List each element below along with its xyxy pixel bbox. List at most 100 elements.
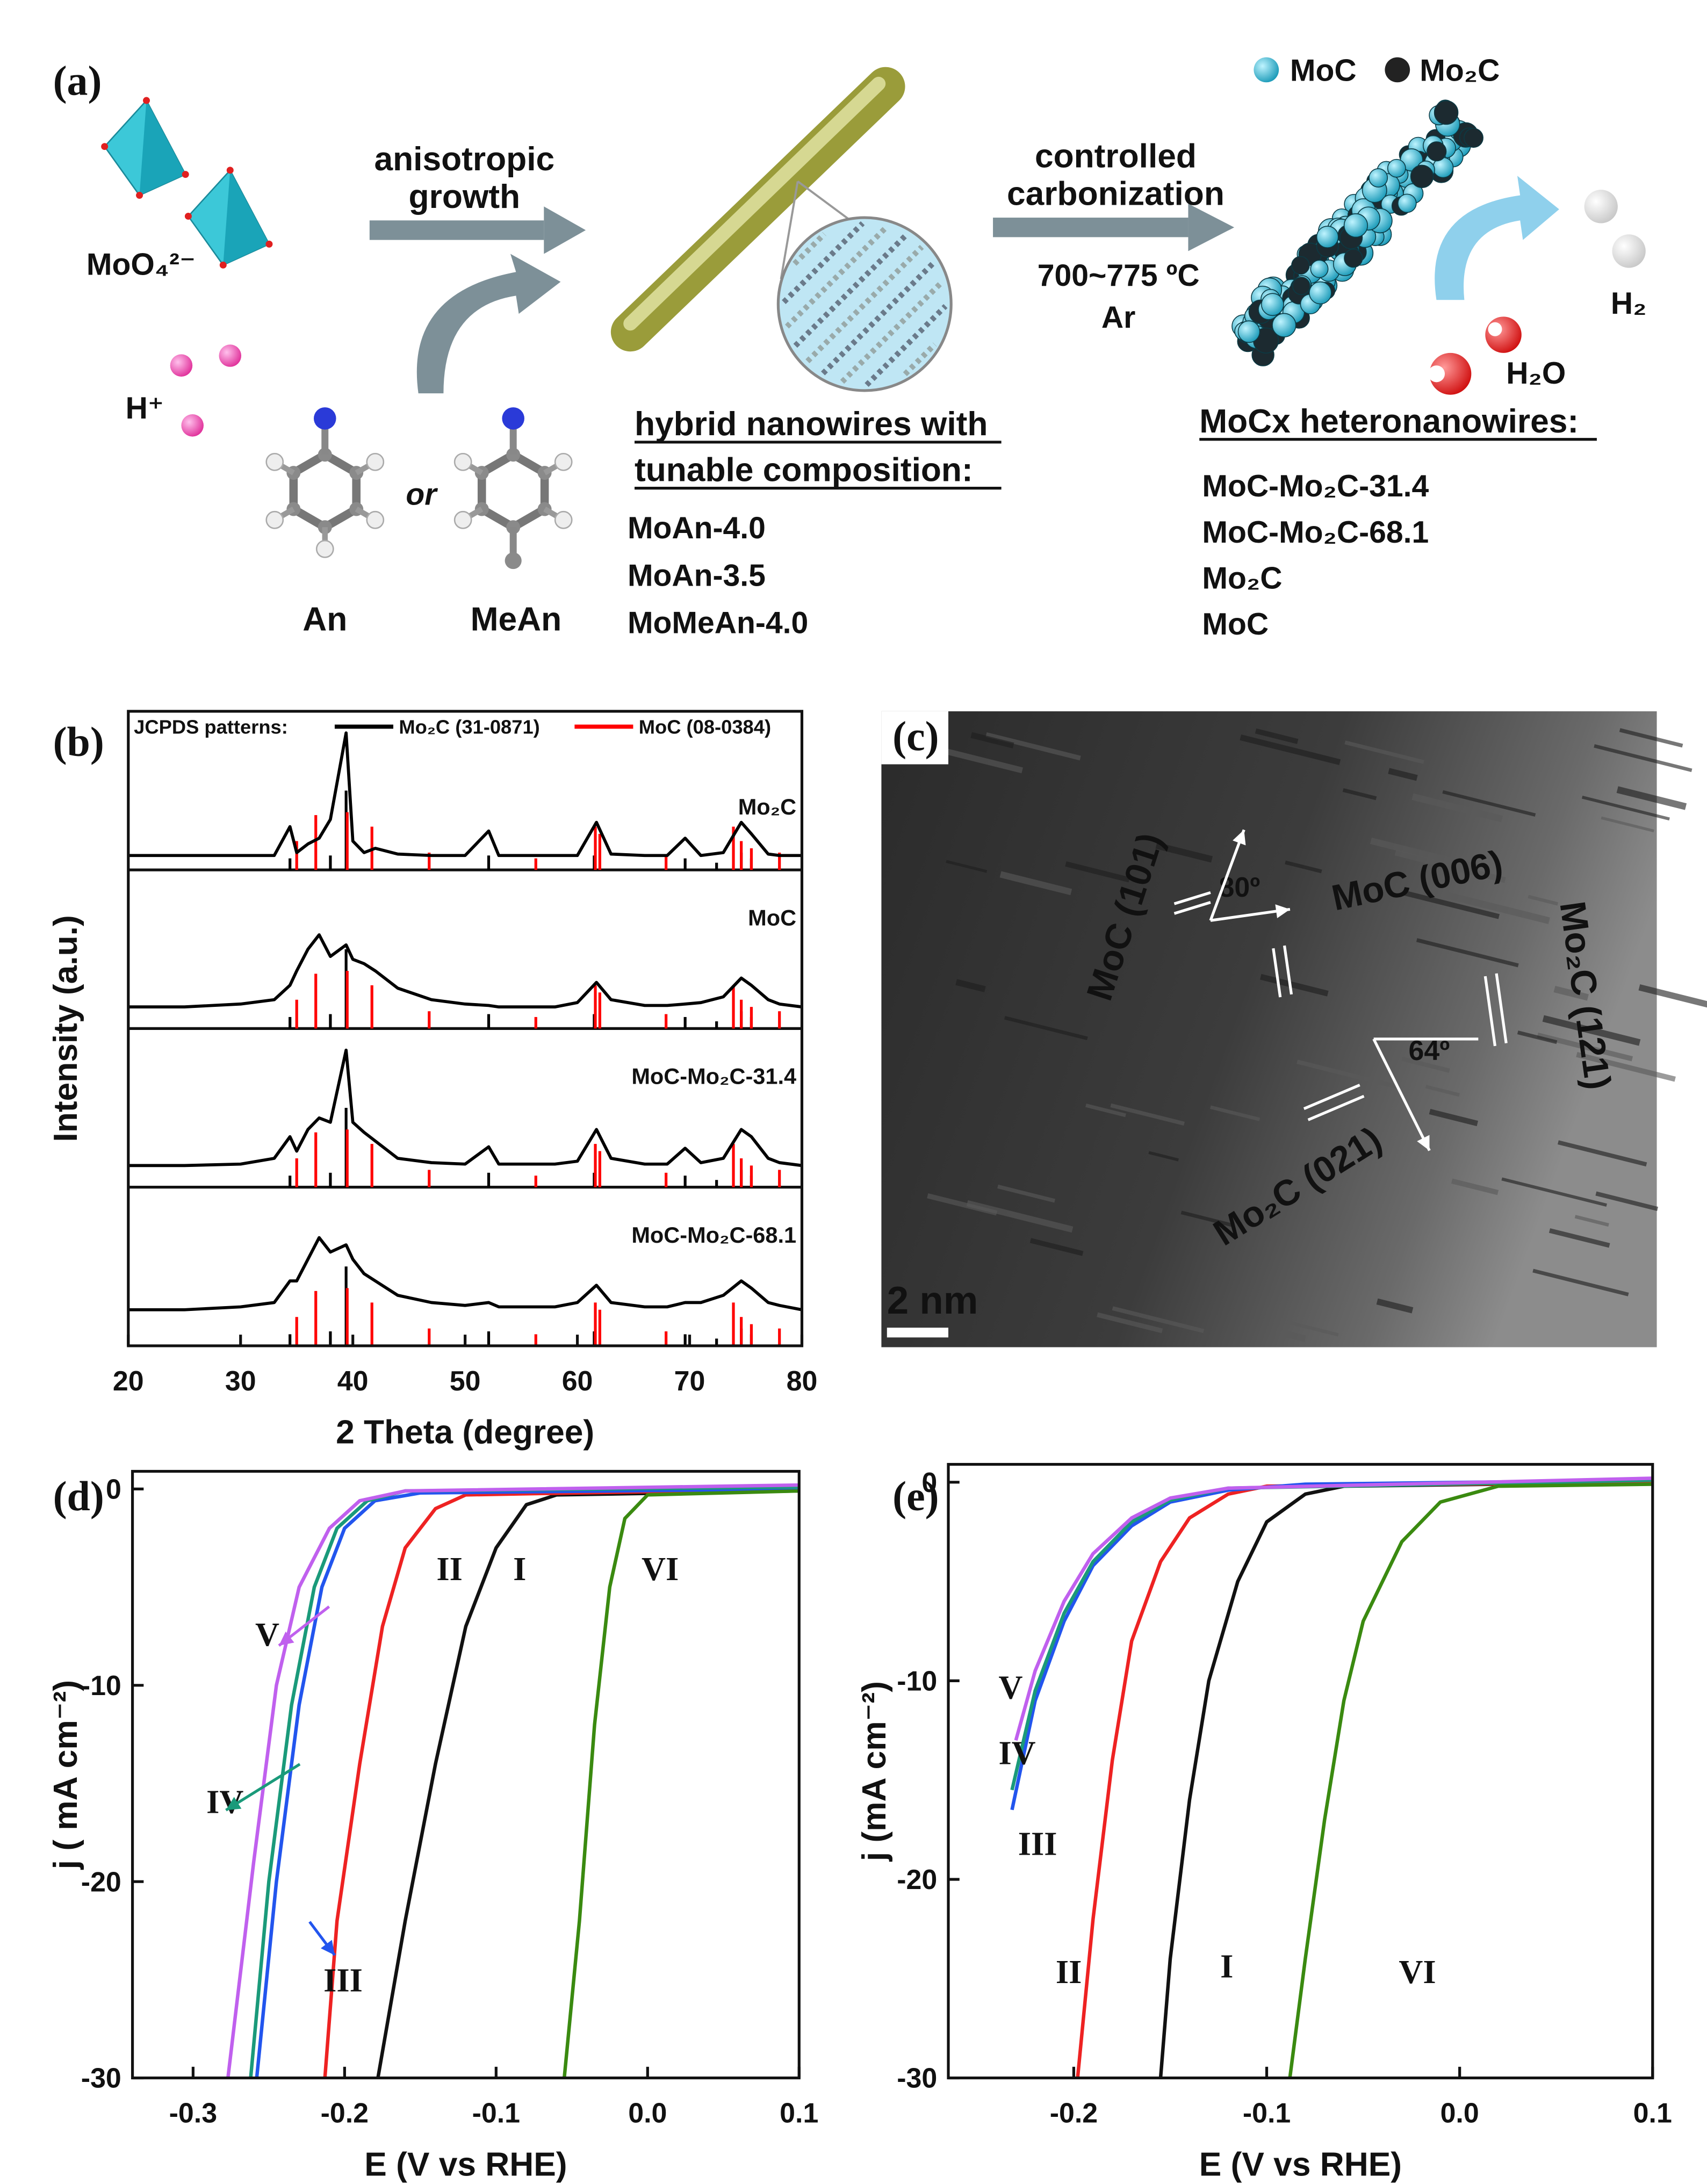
lattice-fringe <box>1297 1059 1400 1090</box>
process-arrow <box>369 220 544 240</box>
y-tick-label: -20 <box>897 1864 937 1895</box>
direction-line <box>1209 829 1245 921</box>
direction-head <box>1233 830 1246 846</box>
scale-bar-label: 2 nm <box>887 1279 978 1322</box>
zoom-circle <box>776 216 953 392</box>
lattice-fringe <box>1574 1215 1609 1227</box>
polarization-curve <box>255 1487 800 2078</box>
lattice-fringe <box>1370 838 1480 871</box>
composition-item: MoAn-3.5 <box>628 558 766 593</box>
spacing-mark <box>1495 973 1508 1044</box>
x-tick-label: -0.2 <box>1050 2098 1098 2129</box>
heteronanowire-item: MoC <box>1202 607 1269 641</box>
zoom-line <box>780 181 799 279</box>
series-label: VI <box>1399 1954 1436 1991</box>
heteronanowire-item: MoC-Mo₂C-31.4 <box>1202 469 1429 503</box>
lattice-fringe <box>1004 1016 1088 1040</box>
x-tick-label: 0.1 <box>1633 2098 1672 2129</box>
step-label: growth <box>409 178 521 215</box>
series-label: V <box>998 1669 1022 1706</box>
direction-line <box>1372 1038 1431 1151</box>
molybdate-label: MoO₄²⁻ <box>87 247 196 282</box>
lattice-fringe <box>1286 1320 1339 1337</box>
hydrogen-atom <box>453 510 472 529</box>
angle-label: 64º <box>1409 1035 1450 1066</box>
legend-label: MoC <box>1290 54 1357 88</box>
composition-title: hybrid nanowires with <box>635 406 988 443</box>
lattice-fringe <box>1411 793 1503 823</box>
proton-label: H⁺ <box>126 391 164 426</box>
nitrogen-atom <box>314 407 336 430</box>
lattice-fringe <box>1437 890 1550 925</box>
spacing-mark <box>1283 945 1293 995</box>
lattice-fringe <box>927 1193 998 1216</box>
y-axis-title: Intensity (a.u.) <box>47 915 84 1142</box>
condition-label: Ar <box>1101 300 1135 335</box>
lattice-row <box>865 304 948 387</box>
lattice-fringe <box>1376 1298 1414 1314</box>
series-label: II <box>1056 1954 1082 1991</box>
y-axis-title: j (mA cm⁻²) <box>856 1681 893 1862</box>
benzene-ring <box>289 450 361 532</box>
direction-head <box>1275 904 1290 918</box>
spacing-mark <box>1272 948 1282 998</box>
legend-title: JCPDS patterns: <box>134 716 288 738</box>
x-tick-label: 60 <box>562 1366 593 1397</box>
lattice-row <box>805 244 924 364</box>
panel-label: (c) <box>892 713 939 760</box>
oxygen-atom <box>101 143 109 150</box>
lattice-fringe <box>1537 1033 1633 1062</box>
condition-label: 700~775 ºC <box>1038 258 1200 293</box>
nanowire-particle <box>1343 213 1369 238</box>
oxygen-atom <box>219 261 227 269</box>
water-oxygen <box>1429 352 1472 395</box>
lattice-fringe <box>1416 938 1519 968</box>
heteronanowire-item: Mo₂C <box>1202 561 1282 595</box>
lattice-fringe <box>1112 1306 1205 1334</box>
oxygen-atom <box>182 171 189 178</box>
composition-item: MoMeAn-4.0 <box>628 606 808 640</box>
lattice-fringe <box>1501 1177 1607 1207</box>
proton-sphere <box>181 414 204 437</box>
trace-label: MoC <box>748 905 796 930</box>
lattice-fringe <box>1085 1104 1126 1118</box>
molecule-label: An <box>302 601 347 638</box>
hydrogen-atom <box>554 510 573 529</box>
angle-label: 80º <box>1219 872 1261 903</box>
product-label: H₂O <box>1506 356 1566 391</box>
x-axis-title: E (V vs RHE) <box>364 2146 567 2183</box>
nanowire-particle <box>1309 281 1332 305</box>
lattice-row <box>784 224 889 329</box>
polarization-curve <box>226 1483 800 2078</box>
lattice-fringe <box>1594 744 1692 772</box>
x-tick-label: -0.1 <box>472 2098 520 2129</box>
nanowire-particle <box>1427 141 1447 162</box>
proton-sphere <box>170 354 193 377</box>
lattice-fringe <box>1451 1178 1499 1195</box>
oxygen-atom <box>226 167 234 174</box>
lattice-fringe <box>1259 974 1329 997</box>
x-tick-label: -0.1 <box>1243 2098 1291 2129</box>
x-tick-label: 70 <box>674 1366 705 1397</box>
lattice-fringe <box>999 871 1072 896</box>
polarization-curve <box>1076 1480 1653 2078</box>
plot-clip-bg <box>133 1472 800 2078</box>
nanowire-particle <box>1369 168 1388 188</box>
lattice-fringe <box>955 979 986 992</box>
series-label: III <box>323 1962 363 1999</box>
polarization-curve <box>1158 1480 1653 2078</box>
lattice-fringe <box>1601 816 1654 833</box>
polarization-curve <box>376 1489 800 2079</box>
lattice-fringe <box>1148 1151 1179 1162</box>
legend-sphere <box>1385 57 1410 83</box>
series-label: IV <box>998 1735 1035 1772</box>
legend-label: Mo₂C (31-0871) <box>399 716 539 738</box>
lattice-fringe <box>1388 768 1418 781</box>
lattice-fringe <box>1442 790 1536 817</box>
x-tick-label: 0.0 <box>1440 2098 1479 2129</box>
hydrogen-molecule <box>1612 234 1646 268</box>
panel-label: (e) <box>892 1473 939 1519</box>
x-tick-label: 40 <box>337 1366 369 1397</box>
product-label: H₂ <box>1611 286 1647 321</box>
series-label: I <box>1220 1948 1233 1985</box>
